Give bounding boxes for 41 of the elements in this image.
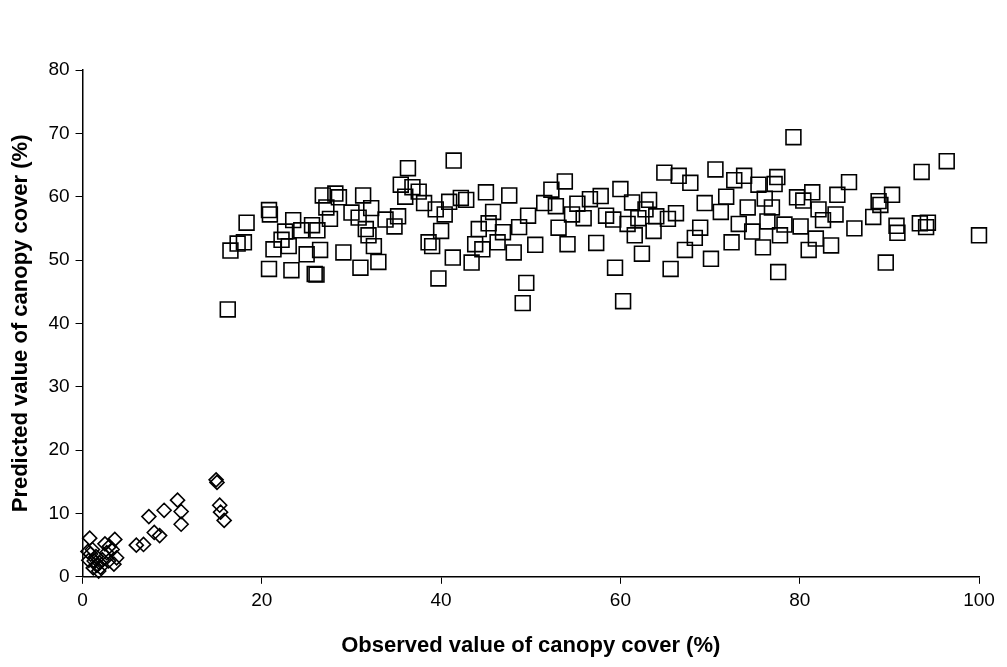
y-tick-label: 10 bbox=[48, 501, 70, 523]
point bbox=[173, 503, 189, 520]
y-tick-label: 40 bbox=[48, 311, 70, 333]
point bbox=[146, 524, 163, 541]
point bbox=[156, 502, 172, 519]
point bbox=[128, 537, 145, 553]
point bbox=[98, 544, 115, 561]
point bbox=[212, 504, 229, 520]
point bbox=[100, 553, 117, 569]
x-tick-label: 100 bbox=[963, 589, 995, 611]
y-tick-label: 20 bbox=[48, 438, 70, 460]
point bbox=[85, 560, 102, 576]
x-tick-label: 80 bbox=[789, 589, 811, 611]
point bbox=[81, 552, 97, 569]
y-tick-label: 70 bbox=[48, 121, 70, 143]
point bbox=[107, 531, 123, 548]
x-tick-label: 20 bbox=[251, 589, 273, 611]
point bbox=[135, 536, 152, 553]
x-tick-label: 60 bbox=[609, 589, 631, 611]
point bbox=[97, 536, 113, 552]
point bbox=[106, 556, 122, 572]
point bbox=[84, 541, 101, 558]
y-tick-label: 80 bbox=[48, 58, 70, 80]
point bbox=[88, 548, 104, 565]
point bbox=[151, 527, 168, 544]
y-axis-title: Predicted value of canopy cover (%) bbox=[7, 134, 33, 513]
point bbox=[108, 549, 125, 566]
point bbox=[216, 512, 232, 529]
point bbox=[173, 516, 189, 533]
x-tick-label: 40 bbox=[430, 589, 452, 611]
y-tick-label: 0 bbox=[58, 565, 70, 587]
y-tick-label: 30 bbox=[48, 374, 70, 396]
point bbox=[81, 530, 98, 546]
y-tick-label: 50 bbox=[48, 248, 70, 270]
point bbox=[211, 497, 228, 514]
point bbox=[169, 492, 186, 508]
point bbox=[141, 508, 157, 525]
y-tick-label: 60 bbox=[48, 184, 70, 206]
point bbox=[90, 563, 107, 579]
x-tick-label: 0 bbox=[77, 589, 88, 611]
x-axis-title: Observed value of canopy cover (%) bbox=[341, 631, 721, 657]
